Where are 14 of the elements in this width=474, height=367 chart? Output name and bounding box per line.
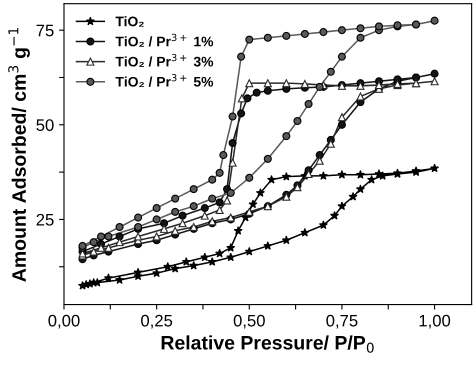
y-axis-title: Amount Adsorbed/ cm$^{3}$ g$^{−1}$	[8, 28, 30, 282]
legend-label: TiO₂ / Pr$^{3+}$ 5%	[116, 74, 214, 87]
legend-label: TiO₂	[116, 16, 144, 27]
x-tick-label: 0,25	[141, 314, 172, 329]
y-tick-label: 25	[36, 214, 54, 226]
legend-label: TiO₂ / Pr$^{3+}$ 1%	[116, 34, 214, 47]
x-tick-label: 1,00	[420, 314, 450, 329]
x-axis-title: Relative Pressure/ P/P$_{0}$	[162, 335, 374, 353]
x-tick-label: 0,50	[234, 314, 265, 329]
x-tick-label: 0,00	[48, 314, 80, 329]
legend-label: TiO₂ / Pr$^{3+}$ 3%	[116, 54, 214, 67]
x-tick-label: 0,75	[326, 314, 358, 329]
y-tick-label: 75	[36, 24, 54, 36]
y-tick-label: 50	[36, 119, 54, 132]
